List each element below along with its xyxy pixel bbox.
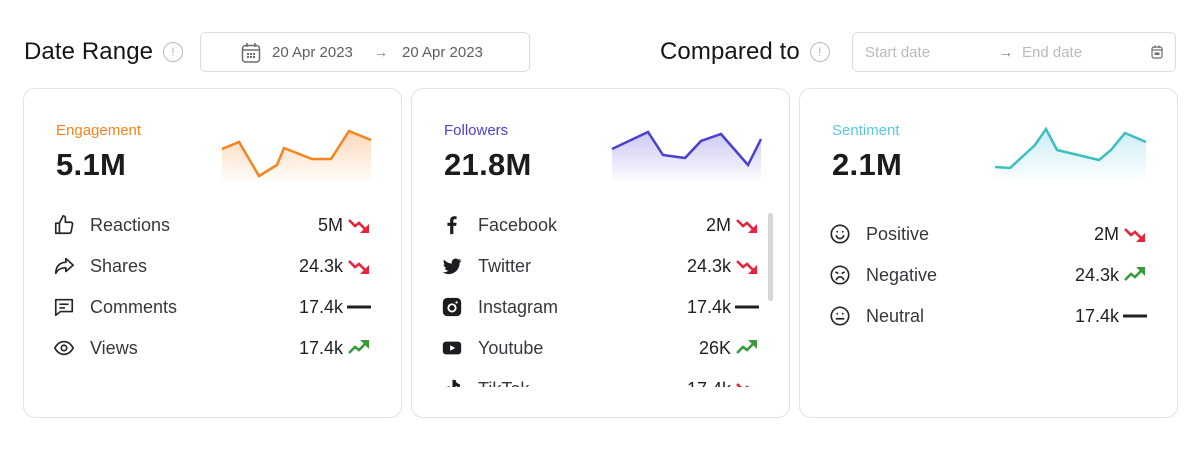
- instagram-icon: [440, 295, 464, 319]
- list-item-twitter[interactable]: Twitter 24.3k: [440, 254, 759, 278]
- trend-up-icon: [347, 338, 371, 358]
- compare-end-date-input[interactable]: End date: [1022, 43, 1083, 61]
- trend-down-icon: [735, 379, 759, 387]
- followers-label: Followers: [444, 122, 509, 139]
- eye-icon: [52, 336, 76, 360]
- info-icon[interactable]: !: [809, 42, 830, 62]
- date-range-label: Date Range: [24, 38, 154, 65]
- trend-down-icon: [735, 215, 759, 235]
- trend-down-icon: [347, 256, 371, 276]
- start-date-value[interactable]: 20 Apr 2023: [272, 43, 353, 61]
- list-item-neutral[interactable]: Neutral 17.4k: [828, 304, 1147, 328]
- trend-up-icon: [1123, 265, 1147, 285]
- followers-card: Followers 21.8M Facebook 2M Twitter 24.3…: [411, 88, 790, 418]
- list-item-views[interactable]: Views 17.4k: [52, 336, 371, 360]
- sentiment-card: Sentiment 2.1M Positive 2M Negative 24.3…: [799, 88, 1178, 418]
- calendar-icon[interactable]: [1151, 45, 1163, 63]
- list-item-positive[interactable]: Positive 2M: [828, 222, 1147, 246]
- list-item-shares[interactable]: Shares 24.3k: [52, 254, 371, 278]
- scrollbar[interactable]: [768, 213, 773, 301]
- thumbs-up-icon: [52, 213, 76, 237]
- twitter-icon: [440, 254, 464, 278]
- date-range-picker[interactable]: 20 Apr 2023 → 20 Apr 2023: [200, 32, 530, 72]
- trend-up-icon: [735, 338, 759, 358]
- trend-down-icon: [1123, 224, 1147, 244]
- engagement-sparkline: [221, 129, 372, 181]
- sentiment-label: Sentiment: [832, 122, 900, 139]
- arrow-right-icon: →: [374, 44, 388, 60]
- comment-icon: [52, 295, 76, 319]
- trend-flat-icon: [347, 297, 371, 317]
- calendar-icon: [241, 42, 261, 68]
- followers-sparkline: [611, 130, 763, 181]
- share-icon: [52, 254, 76, 278]
- compare-start-date-input[interactable]: Start date: [865, 43, 931, 61]
- tiktok-icon: [440, 377, 464, 387]
- youtube-icon: [440, 336, 464, 360]
- date-range-header: Date Range !: [24, 32, 184, 72]
- neutral-face-icon: [828, 304, 852, 328]
- trend-flat-icon: [735, 297, 759, 317]
- sentiment-value: 2.1M: [832, 147, 903, 182]
- list-item-reactions[interactable]: Reactions 5M: [52, 213, 371, 237]
- compare-date-picker[interactable]: Start date → End date: [852, 32, 1176, 72]
- engagement-value: 5.1M: [56, 147, 127, 182]
- list-item-comments[interactable]: Comments 17.4k: [52, 295, 371, 319]
- compared-to-label: Compared to: [660, 38, 800, 65]
- facebook-icon: [440, 213, 464, 237]
- smile-icon: [828, 222, 852, 246]
- list-item-instagram[interactable]: Instagram 17.4k: [440, 295, 759, 319]
- list-item-facebook[interactable]: Facebook 2M: [440, 213, 759, 237]
- list-item-tiktok[interactable]: TikTok 17.4k: [440, 377, 759, 387]
- list-item-negative[interactable]: Negative 24.3k: [828, 263, 1147, 287]
- compared-to-header: Compared to !: [660, 32, 830, 72]
- list-item-youtube[interactable]: Youtube 26K: [440, 336, 759, 360]
- info-icon[interactable]: !: [163, 42, 184, 62]
- frown-icon: [828, 263, 852, 287]
- trend-down-icon: [735, 256, 759, 276]
- trend-down-icon: [347, 215, 371, 235]
- end-date-value[interactable]: 20 Apr 2023: [402, 43, 483, 61]
- engagement-label: Engagement: [56, 122, 142, 139]
- trend-flat-icon: [1123, 306, 1147, 326]
- sentiment-sparkline: [994, 126, 1147, 181]
- engagement-card: Engagement 5.1M Reactions 5M Shares 24.3…: [23, 88, 402, 418]
- followers-value: 21.8M: [444, 147, 532, 182]
- arrow-right-icon: →: [999, 44, 1013, 60]
